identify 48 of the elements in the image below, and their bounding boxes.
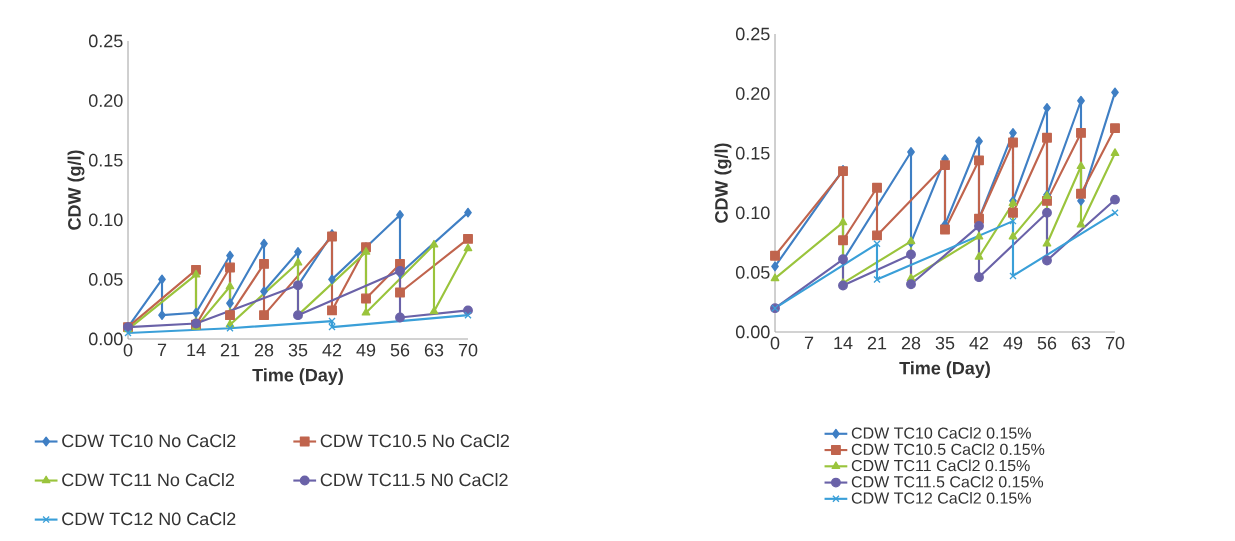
x-axis-title: Time (Day) [252,368,343,386]
x-tick-label: 7 [157,343,167,357]
x-tick-label: 14 [834,336,853,350]
legend-label: CDW TC11.5 N0 CaCl2 [320,473,508,487]
y-tick-label: 0.15 [735,146,770,160]
x-tick-label: 28 [901,336,921,350]
legend-label: CDW TC10 No CaCl2 [62,433,236,448]
x-tick-label: 70 [458,343,478,357]
y-tick-label: 0.00 [735,325,770,339]
legend-label: CDW TC11.5 CaCl2 0.15% [851,475,1044,488]
y-tick-label: 0.10 [735,206,770,220]
x-tick-label: 49 [356,343,376,357]
legend-label: CDW TC10.5 No CaCl2 [320,433,509,448]
y-tick-label: 0.25 [88,34,123,48]
y-tick-label: 0.00 [88,332,123,346]
x-tick-label: 63 [424,343,444,357]
legend-label: CDW TC11 CaCl2 0.15% [851,459,1030,472]
x-tick-label: 49 [1003,336,1023,350]
y-tick-label: 0.05 [88,273,123,286]
x-tick-label: 28 [254,343,274,357]
x-tick-label: 56 [390,343,410,357]
y-tick-label: 0.20 [735,87,770,100]
y-axis-title: CDW (g/l) [714,143,732,223]
legend-label: CDW TC10.5 CaCl2 0.15% [851,443,1045,455]
legend-label: CDW TC12 N0 CaCl2 [62,512,236,526]
y-tick-label: 0.10 [88,213,123,227]
x-tick-label: 42 [322,343,342,357]
x-tick-label: 70 [1105,336,1125,350]
x-tick-label: 14 [187,343,206,357]
x-tick-label: 21 [867,336,887,350]
legend-label: CDW TC10 CaCl2 0.15% [851,427,1031,439]
x-tick-label: 35 [288,343,308,357]
x-tick-label: 63 [1071,336,1091,350]
y-tick-label: 0.25 [735,27,770,41]
legend-label: CDW TC11 No CaCl2 [62,473,235,487]
x-axis-title: Time (Day) [899,361,990,379]
x-tick-label: 42 [969,336,989,350]
y-tick-label: 0.20 [88,94,123,107]
x-tick-label: 35 [935,336,955,350]
x-tick-label: 7 [804,336,814,350]
y-axis-title: CDW (g/l) [67,150,85,230]
x-tick-label: 56 [1037,336,1057,350]
legend-label: CDW TC12 CaCl2 0.15% [851,492,1031,504]
y-tick-label: 0.05 [735,266,770,279]
x-tick-label: 0 [770,336,780,350]
y-tick-label: 0.15 [88,153,123,167]
x-tick-label: 21 [220,343,240,357]
x-tick-label: 0 [123,343,133,357]
